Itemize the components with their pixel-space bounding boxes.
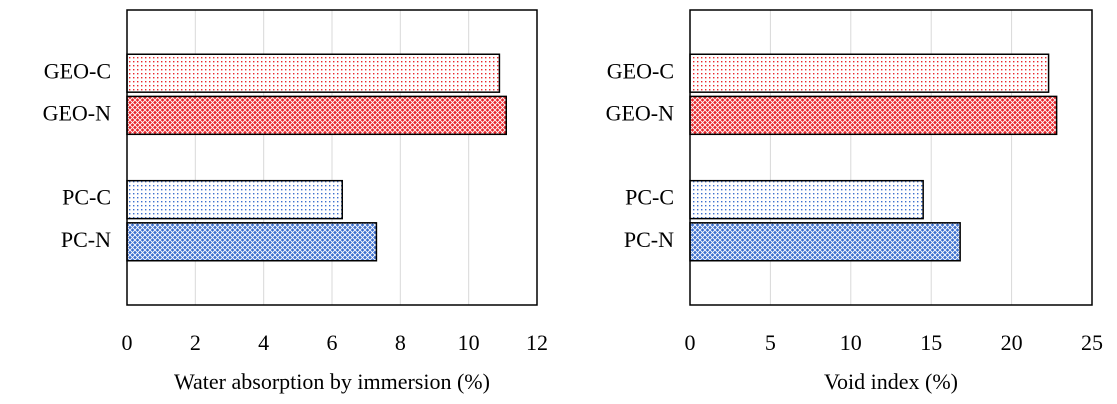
bar [689,53,1050,93]
bar [689,95,1058,136]
bar [689,179,924,220]
x-tick-label: 2 [190,330,201,355]
plot-frame [689,9,1093,306]
y-tick-label: PC-C [62,185,111,210]
chart: 0 5 10 15 20 25 GEO-C GEO-N PC-C PC-N Void index (… [606,9,1103,394]
x-tick-label: 6 [327,330,338,355]
bar [126,179,343,220]
bar [126,53,501,93]
x-axis-label: Void index (%) [824,369,958,394]
y-tick-label: GEO-N [43,100,112,125]
x-tick-label: 20 [1001,330,1023,355]
bar [126,222,378,262]
y-tick-label: GEO-C [607,58,674,83]
x-tick-label: 15 [920,330,942,355]
y-tick-label: GEO-C [44,58,111,83]
plot-frame [126,9,538,306]
chart: 0 2 4 6 8 10 12 GEO-C GEO-N PC-C PC-N Water absorpt… [43,9,548,394]
x-tick-label: 10 [840,330,862,355]
x-tick-label: 4 [258,330,269,355]
x-tick-label: 25 [1081,330,1103,355]
x-tick-label: 12 [526,330,548,355]
bar [689,222,961,262]
x-tick-label: 0 [122,330,133,355]
x-tick-label: 5 [765,330,776,355]
x-tick-label: 10 [458,330,480,355]
y-tick-label: PC-C [625,185,674,210]
x-axis-label: Water absorption by immersion (%) [174,369,490,394]
y-tick-label: PC-N [624,227,674,252]
x-tick-label: 0 [685,330,696,355]
bar [126,95,507,136]
x-tick-label: 8 [395,330,406,355]
y-tick-label: GEO-N [606,100,675,125]
y-tick-label: PC-N [61,227,111,252]
